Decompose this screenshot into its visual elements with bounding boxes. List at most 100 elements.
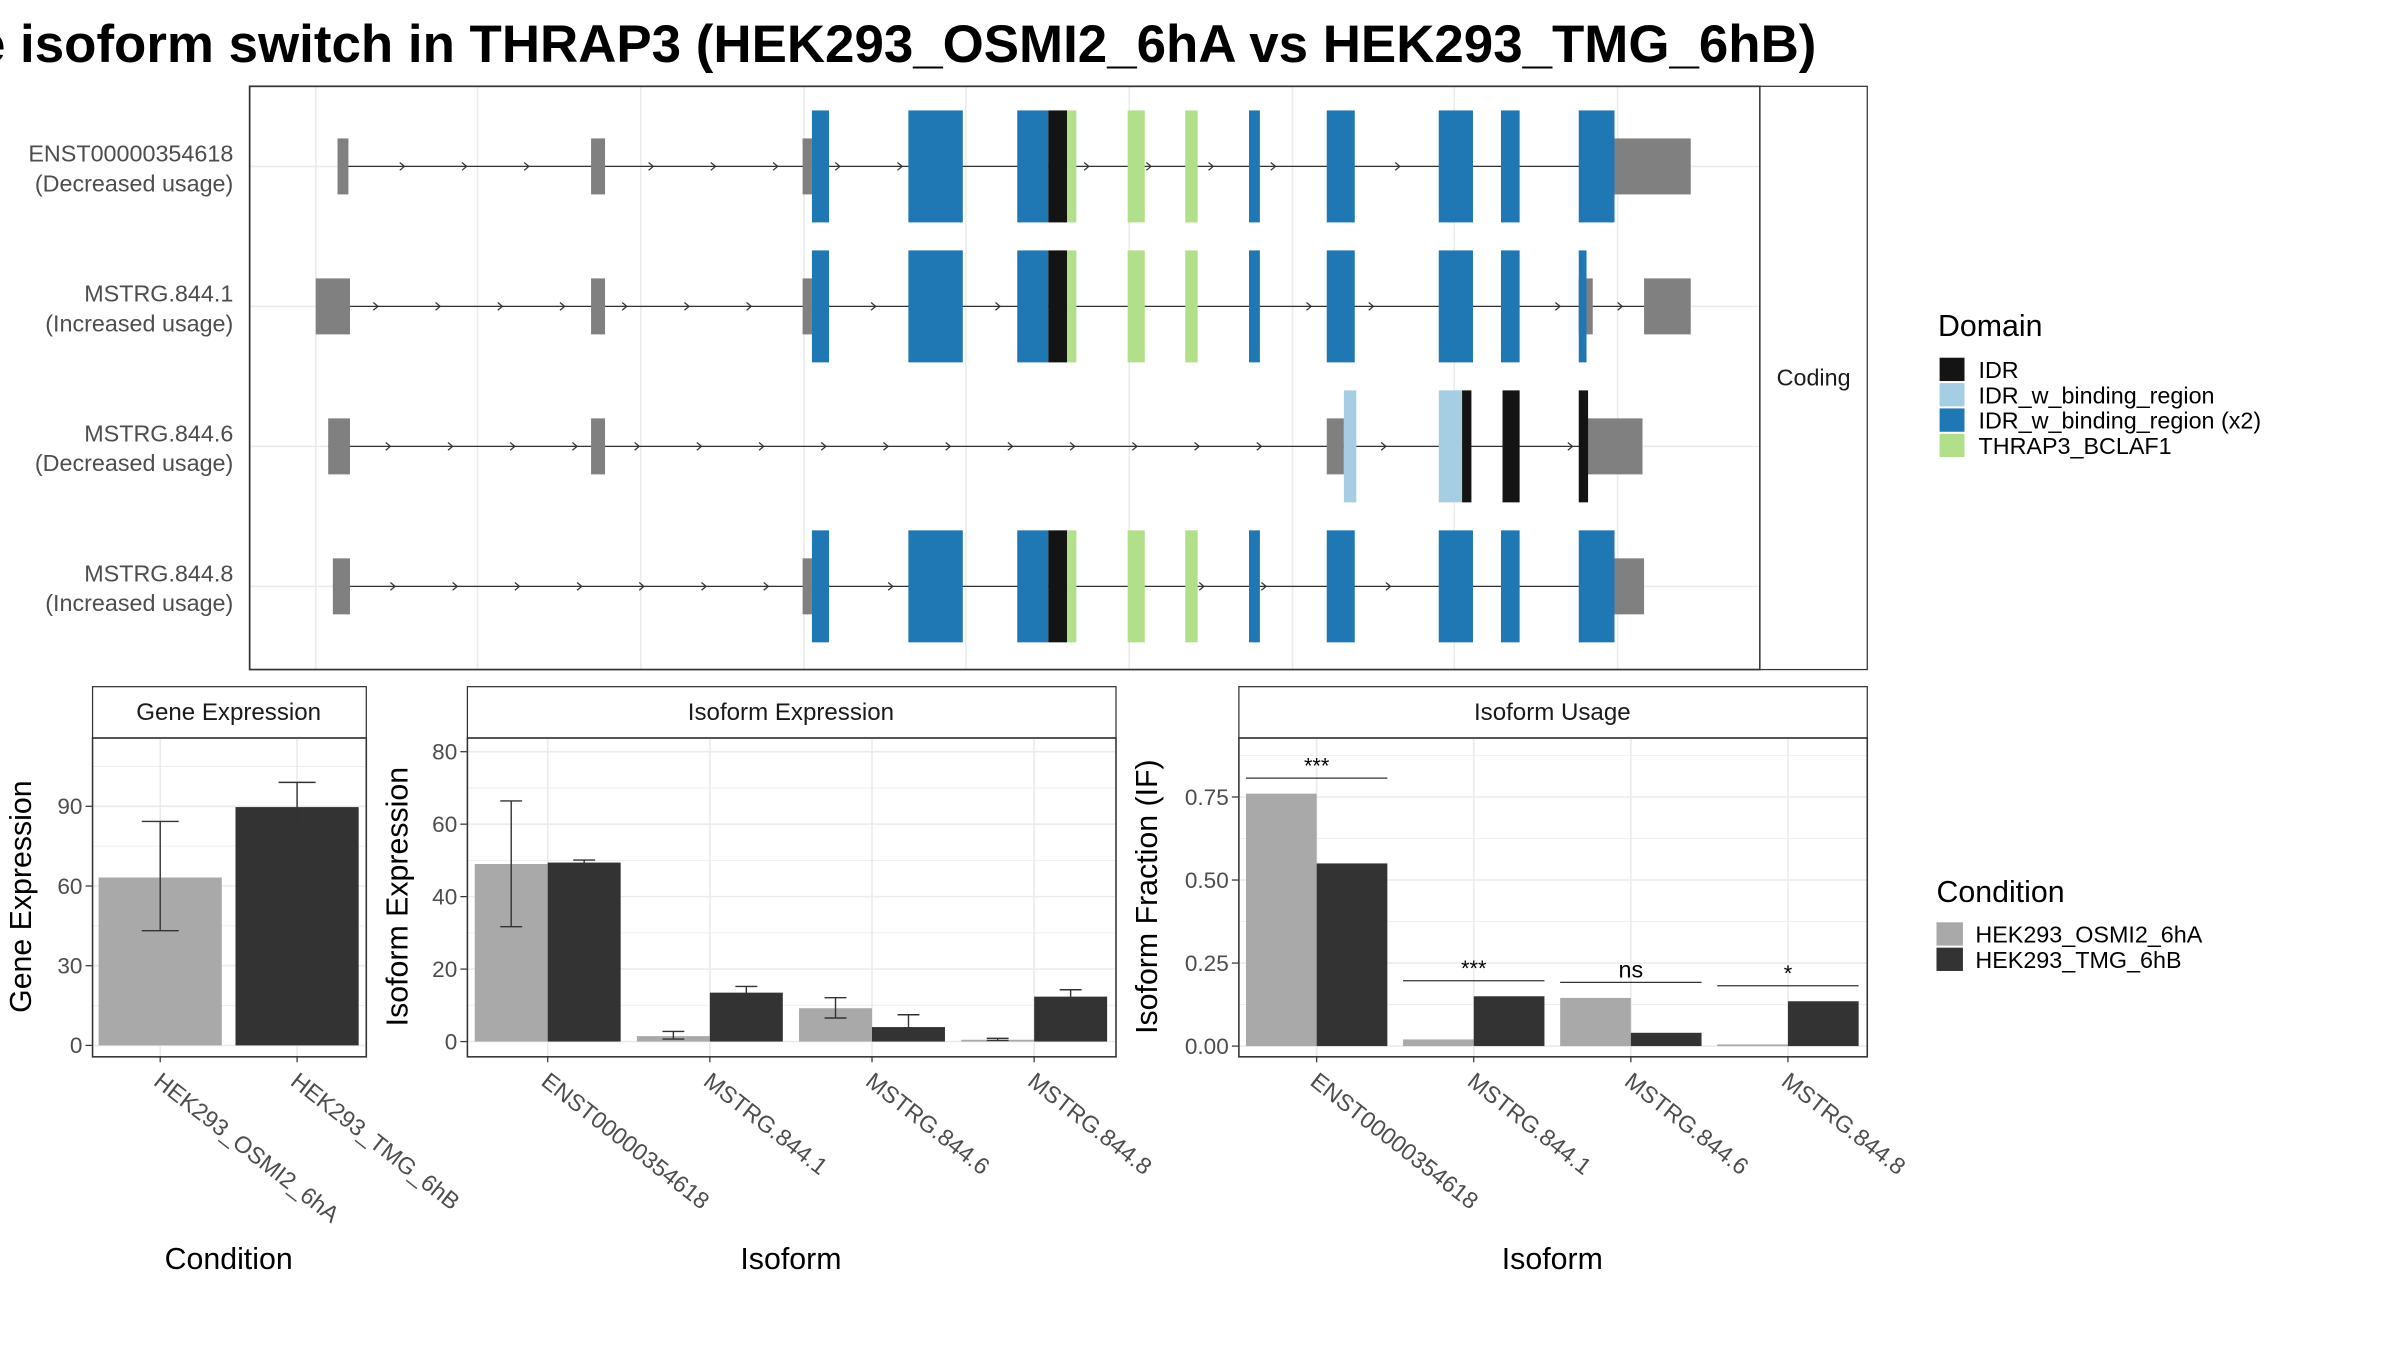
legend-label-hek293-tmg-6hb: HEK293_TMG_6hB xyxy=(1975,947,2181,973)
cds-exon-idr-w-binding-region-x2 xyxy=(1578,530,1615,643)
cds-exon-idr-w-binding-region-x2 xyxy=(1578,110,1615,223)
isoform-usage-label: (Increased usage) xyxy=(45,590,233,616)
strand-arrow xyxy=(447,442,454,451)
strand-arrow xyxy=(1394,162,1401,171)
cds-exon-idr-w-binding-region-x2 xyxy=(1500,530,1520,643)
cds-exon-idr-w-binding-region-x2 xyxy=(811,250,830,363)
bar-hek293-tmg-6hb xyxy=(235,807,359,1046)
isoform-name-label: MSTRG.844.1 xyxy=(84,281,233,307)
strand-arrow xyxy=(870,302,877,311)
error-bar xyxy=(278,781,316,832)
panel-border xyxy=(466,737,1117,1058)
y-tick-label: 30 xyxy=(57,953,82,978)
utr-exon xyxy=(802,138,812,195)
panel-strip-title: Gene Expression xyxy=(136,699,321,726)
utr-exon xyxy=(1612,558,1645,615)
bar-mstrg-844-1-hek293-osmi2-6ha xyxy=(1403,1039,1474,1047)
x-axis-title: Condition xyxy=(165,1243,293,1276)
panel-border xyxy=(1238,737,1869,1058)
cds-exon-idr-w-binding-region-x2 xyxy=(1248,250,1260,363)
strand-arrow xyxy=(390,581,397,591)
bar-mstrg-844-8-hek293-tmg-6hb xyxy=(1034,996,1108,1042)
cds-exon-idr-w-binding-region-x2 xyxy=(1326,530,1355,643)
cds-exon-idr-w-binding-region-x2 xyxy=(1248,530,1260,643)
cds-exon-idr-w-binding-region-x2 xyxy=(1500,110,1520,223)
cds-exon-idr-w-binding-region-x2 xyxy=(1578,250,1587,363)
cds-exon-thrap3-bclaf1 xyxy=(1127,110,1145,223)
cds-exon-idr-w-binding-region-x2 xyxy=(908,110,963,223)
panel-strip xyxy=(1238,686,1868,739)
strand-arrow xyxy=(746,302,753,311)
strand-arrow xyxy=(1083,162,1090,171)
utr-exon xyxy=(1326,418,1344,475)
strand-arrow xyxy=(1555,302,1562,311)
strand-arrow xyxy=(638,581,645,591)
isoform-track-mstrg-844-6: MSTRG.844.6 (Decreased usage) xyxy=(35,390,1643,503)
strand-arrow xyxy=(1270,162,1277,171)
utr-exon xyxy=(591,418,606,475)
strand-arrow xyxy=(1208,162,1215,171)
cds-exon-idr-w-binding-region-x2 xyxy=(1017,530,1049,643)
cds-exon-idr-w-binding-region-x2 xyxy=(1326,110,1355,223)
utr-exon xyxy=(328,418,350,475)
y-tick-label: 0.50 xyxy=(1185,868,1229,893)
facet-strip-label: Coding xyxy=(1777,365,1851,391)
cds-exon-thrap3-bclaf1 xyxy=(1067,250,1077,363)
error-bar xyxy=(1059,989,1082,1004)
cds-exon-thrap3-bclaf1 xyxy=(1127,530,1145,643)
strand-arrow xyxy=(696,442,703,451)
strand-arrow xyxy=(1261,581,1268,591)
y-axis-title: Isoform Fraction (IF) xyxy=(1131,759,1164,1034)
y-axis-title: Gene Expression xyxy=(5,780,38,1013)
isoform-name-label: MSTRG.844.8 xyxy=(84,561,233,587)
utr-exon xyxy=(1644,278,1691,335)
cds-exon-idr xyxy=(1048,110,1068,223)
strand-arrow xyxy=(1306,302,1313,311)
strand-arrow xyxy=(435,302,442,311)
cds-exon-idr xyxy=(1462,390,1472,503)
strand-arrow xyxy=(372,302,379,311)
y-tick-label: 0.25 xyxy=(1185,951,1229,976)
strand-arrow xyxy=(385,442,392,451)
strand-arrow xyxy=(834,162,841,171)
bar-mstrg-844-1-hek293-tmg-6hb xyxy=(1473,996,1545,1047)
cds-exon-thrap3-bclaf1 xyxy=(1185,250,1198,363)
cds-exon-thrap3-bclaf1 xyxy=(1127,250,1145,363)
strand-arrow xyxy=(399,162,406,171)
strand-arrow xyxy=(509,442,516,451)
legend-key-idr-w-binding-region xyxy=(1939,383,1965,407)
cds-exon-idr-w-binding-region-x2 xyxy=(1017,250,1049,363)
y-tick-label: 0.00 xyxy=(1185,1034,1229,1059)
strand-arrow xyxy=(571,442,579,451)
significance-label: *** xyxy=(1304,753,1330,778)
strand-arrow xyxy=(897,162,904,171)
cds-exon-idr-w-binding-region-x2 xyxy=(1500,250,1520,363)
cds-exon-idr-w-binding-region-x2 xyxy=(908,250,963,363)
panel-strip-title: Isoform Expression xyxy=(688,699,894,726)
cds-exon-idr-w-binding-region-x2 xyxy=(1438,530,1473,643)
panel-border xyxy=(91,737,368,1058)
y-tick-label: 0 xyxy=(445,1029,458,1054)
cds-exon-idr xyxy=(1502,390,1520,503)
panel-strip-title: Isoform Usage xyxy=(1474,699,1631,726)
y-tick-label: 60 xyxy=(432,812,457,837)
error-bar xyxy=(986,1037,1009,1042)
strand-arrow xyxy=(523,162,530,171)
strand-arrow xyxy=(1194,442,1201,451)
legend-label-idr-w-binding-region: IDR_w_binding_region xyxy=(1978,382,2214,408)
isoform-track-mstrg-844-8: MSTRG.844.8 (Increased usage) xyxy=(45,530,1645,643)
strand-arrow xyxy=(683,302,691,311)
bar-mstrg-844-8-hek293-tmg-6hb xyxy=(1787,1001,1859,1047)
y-tick-label: 0 xyxy=(70,1033,83,1058)
y-axis-title: Isoform Expression xyxy=(382,767,415,1026)
strand-arrow xyxy=(763,581,770,591)
legend-key-idr xyxy=(1939,357,1965,382)
panel-strip xyxy=(466,686,1117,739)
utr-exon xyxy=(1612,138,1691,195)
strand-arrow xyxy=(1385,581,1392,591)
strand-arrow xyxy=(514,581,521,591)
bar-mstrg-844-6-hek293-tmg-6hb xyxy=(1630,1032,1702,1047)
isoform-usage-label: (Decreased usage) xyxy=(35,450,233,476)
